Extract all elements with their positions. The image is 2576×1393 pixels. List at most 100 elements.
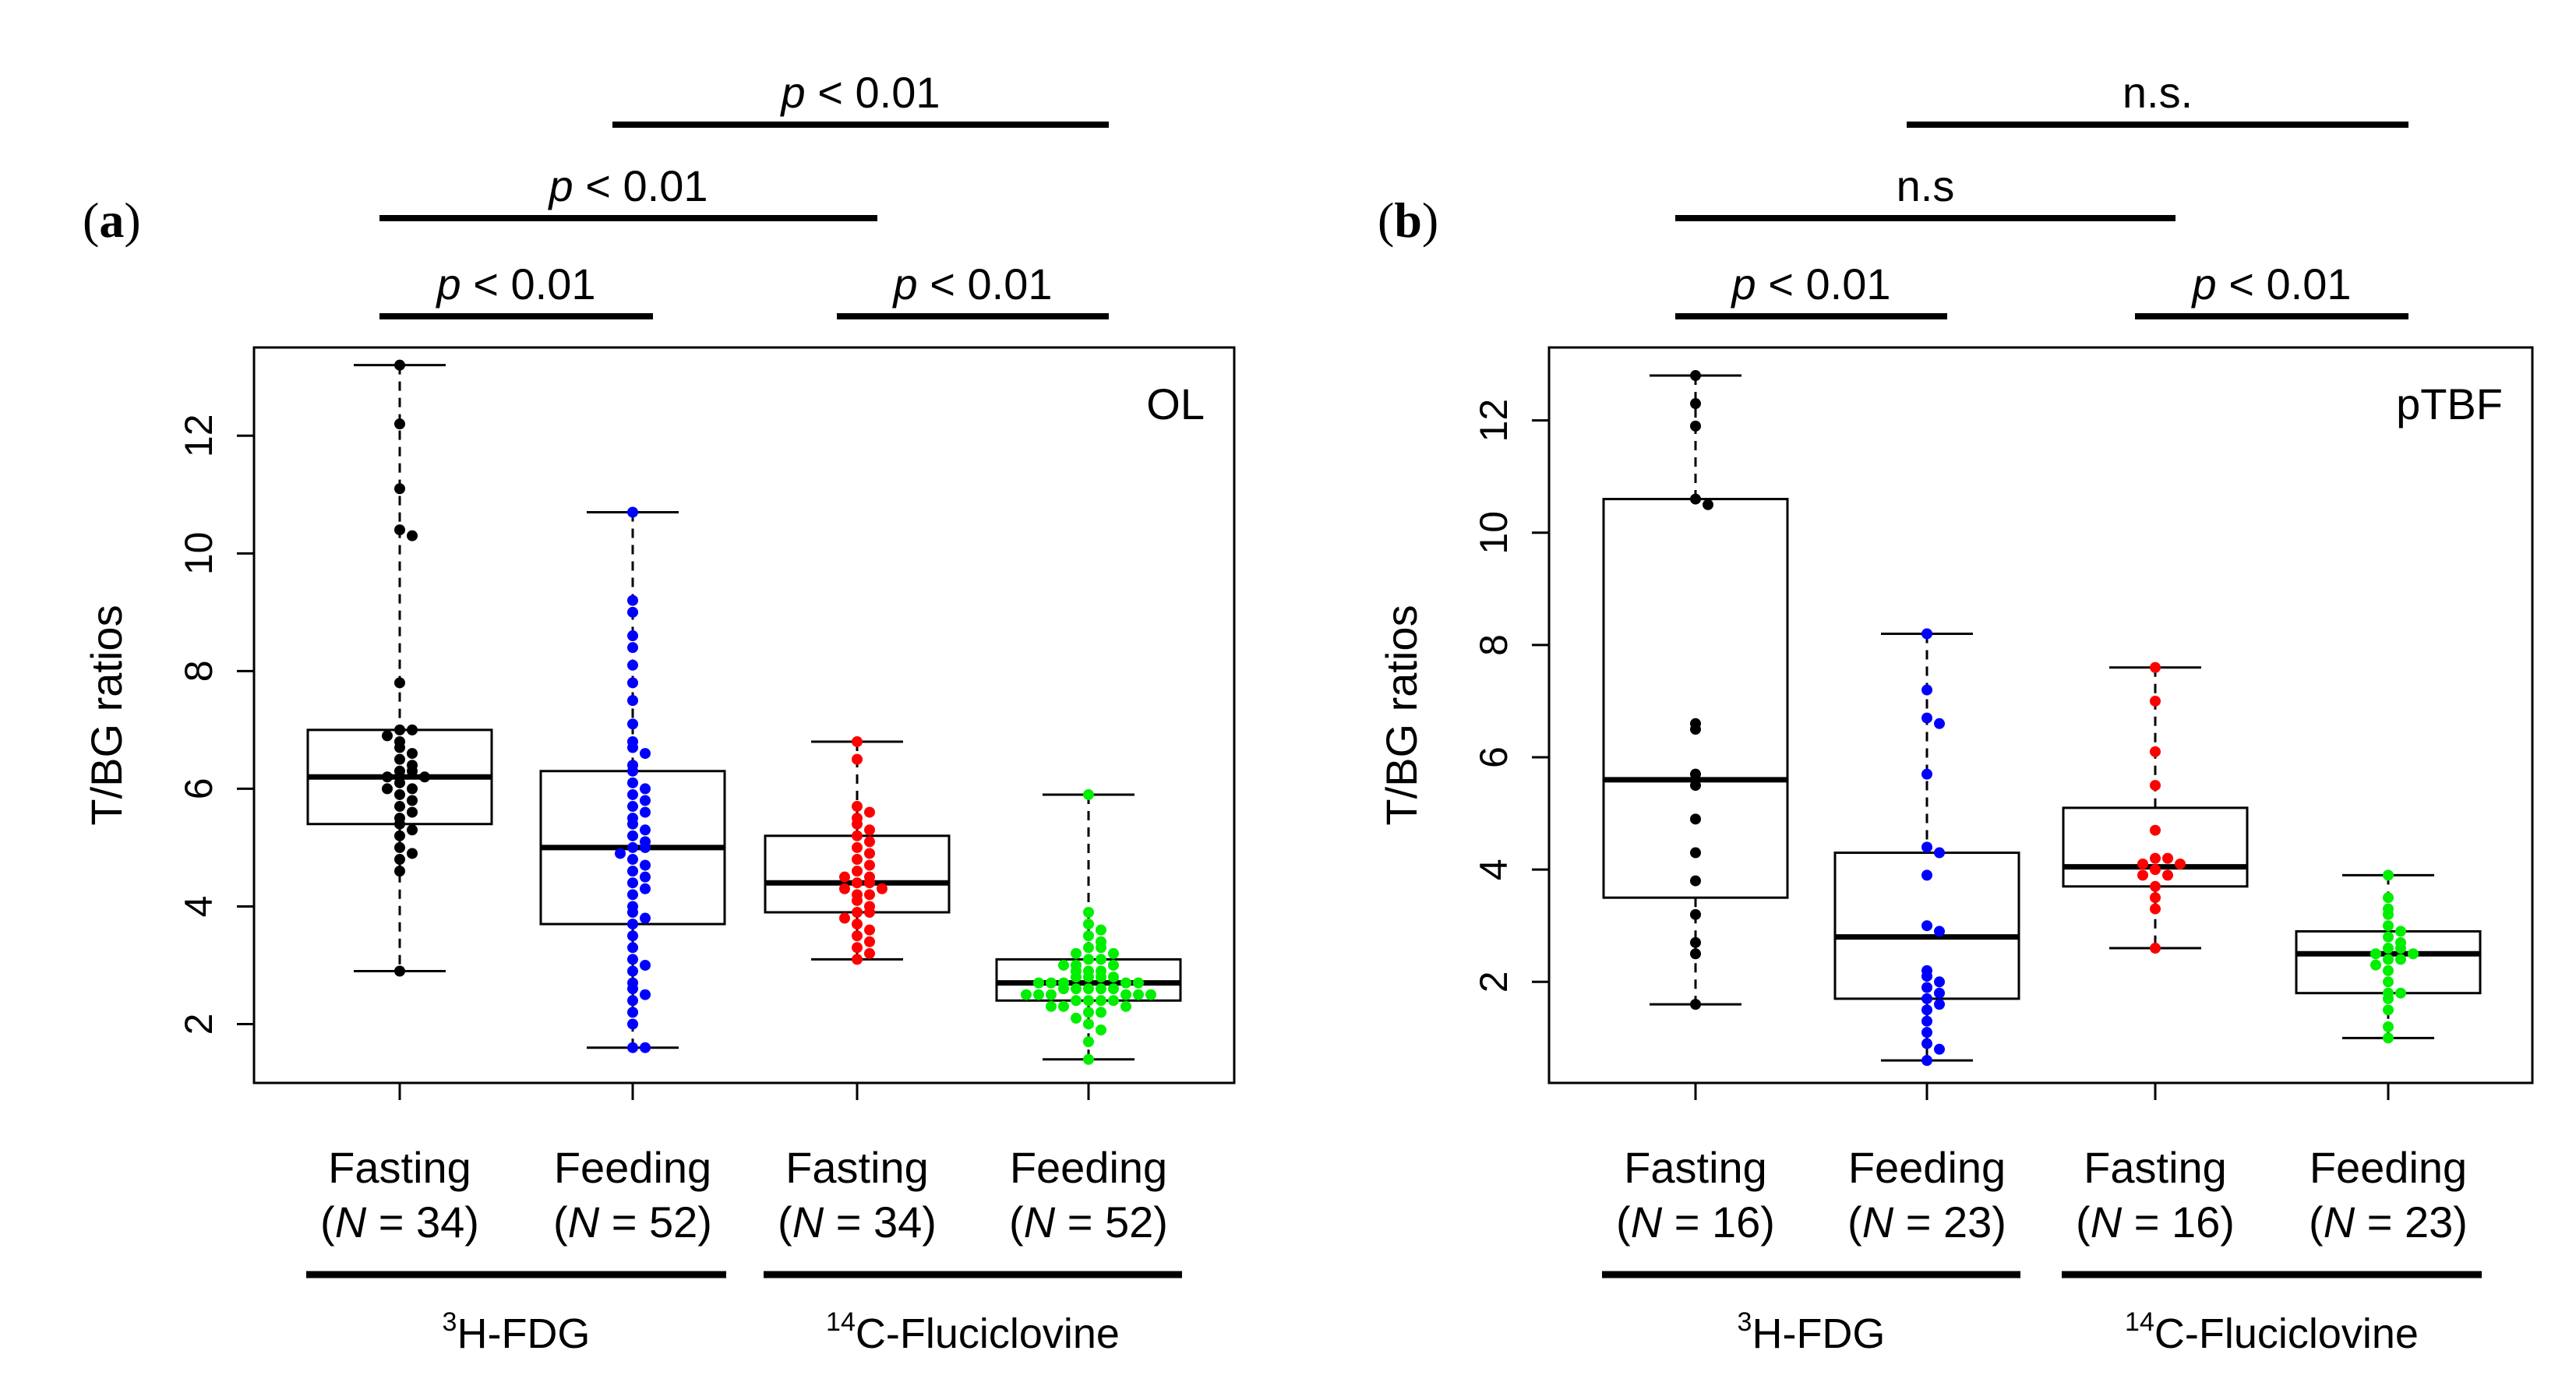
panel-letter-text: a bbox=[99, 192, 124, 248]
data-point bbox=[1096, 1007, 1106, 1018]
data-point bbox=[394, 801, 405, 813]
data-point bbox=[864, 806, 875, 818]
data-point bbox=[1934, 987, 1945, 999]
data-point bbox=[2383, 1032, 2394, 1044]
data-point bbox=[1690, 875, 1701, 887]
box-group bbox=[1602, 370, 1789, 1010]
box-group bbox=[539, 506, 726, 1053]
significance-text: < 0.01 bbox=[1756, 259, 1891, 309]
group-n-value: 16 bbox=[1712, 1197, 1760, 1247]
y-axis-label: T/BG ratios bbox=[1377, 605, 1426, 825]
group-n-equals: = bbox=[599, 1197, 649, 1247]
group-n-equals: = bbox=[1662, 1197, 1712, 1247]
significance-text: n.s bbox=[1897, 161, 1955, 210]
data-point bbox=[852, 906, 863, 918]
data-point bbox=[419, 771, 430, 783]
data-point bbox=[1083, 972, 1094, 983]
data-point bbox=[852, 954, 863, 965]
tracer-label-sup: 14 bbox=[826, 1307, 856, 1337]
data-point bbox=[394, 724, 405, 735]
data-point bbox=[627, 506, 638, 518]
data-point bbox=[864, 836, 875, 848]
data-point bbox=[2383, 1004, 2394, 1016]
panel-letter-paren-close: ) bbox=[1422, 192, 1438, 248]
data-point bbox=[394, 753, 405, 765]
data-point bbox=[2150, 864, 2161, 876]
group-n-paren-close: ) bbox=[1153, 1197, 1168, 1247]
data-point bbox=[1921, 1038, 1932, 1049]
y-axis-label: T/BG ratios bbox=[82, 605, 131, 825]
data-point bbox=[852, 735, 863, 747]
data-point bbox=[1690, 420, 1701, 432]
significance-text: < 0.01 bbox=[806, 68, 940, 117]
data-point bbox=[1133, 989, 1144, 1000]
data-point bbox=[1120, 977, 1131, 989]
y-tick-label: 12 bbox=[177, 414, 221, 457]
data-point bbox=[1921, 920, 1932, 932]
data-point bbox=[640, 783, 651, 795]
data-point bbox=[1021, 989, 1032, 1000]
tracer-label-sup: 3 bbox=[1738, 1307, 1752, 1337]
data-point bbox=[852, 894, 863, 906]
data-point bbox=[1690, 936, 1701, 948]
significance-label: p < 0.01 bbox=[1731, 259, 1891, 309]
data-point bbox=[1921, 1027, 1932, 1039]
tracer-label: 3H-FDG bbox=[1738, 1307, 1886, 1357]
data-point bbox=[2383, 920, 2394, 932]
data-point bbox=[394, 777, 405, 788]
data-point bbox=[627, 1018, 638, 1030]
box-group bbox=[995, 788, 1182, 1065]
panel-title: OL bbox=[1146, 379, 1205, 428]
data-point bbox=[1921, 841, 1932, 853]
data-point bbox=[627, 906, 638, 918]
data-point bbox=[1690, 780, 1701, 792]
data-point bbox=[394, 965, 405, 977]
data-point bbox=[2150, 943, 2161, 954]
data-point bbox=[1071, 995, 1082, 1007]
significance-label: n.s. bbox=[2123, 68, 2193, 117]
group-n-label: (N = 52) bbox=[553, 1197, 712, 1247]
group-n-label: (N = 16) bbox=[2076, 1197, 2235, 1247]
data-point bbox=[852, 930, 863, 942]
data-point bbox=[2150, 695, 2161, 707]
data-point bbox=[864, 824, 875, 836]
data-point bbox=[1921, 869, 1932, 881]
group-n-value: 23 bbox=[2405, 1197, 2453, 1247]
box-group bbox=[1833, 628, 2020, 1067]
data-point bbox=[839, 871, 850, 883]
group-n-paren-close: ) bbox=[1760, 1197, 1775, 1247]
data-point bbox=[1108, 972, 1119, 983]
data-point bbox=[2175, 858, 2186, 869]
data-point bbox=[1690, 398, 1701, 410]
data-point bbox=[640, 795, 651, 806]
panel-letter-paren-close: ) bbox=[124, 192, 140, 248]
data-point bbox=[1083, 906, 1094, 918]
group-n-paren-close: ) bbox=[2220, 1197, 2235, 1247]
group-label: Fasting bbox=[1624, 1143, 1767, 1192]
data-point bbox=[394, 524, 405, 536]
tracer-label-text: C-Fluciclovine bbox=[2154, 1310, 2419, 1357]
group-n-equals: = bbox=[1893, 1197, 1943, 1247]
data-point bbox=[2162, 869, 2173, 881]
panel-letter-paren-open: ( bbox=[1378, 192, 1394, 248]
group-n-symbol: N bbox=[2324, 1197, 2355, 1247]
tracer-label: 3H-FDG bbox=[443, 1307, 591, 1357]
data-point bbox=[2370, 959, 2381, 971]
data-point bbox=[864, 947, 875, 959]
data-point bbox=[382, 771, 393, 783]
data-point bbox=[852, 866, 863, 877]
data-point bbox=[394, 854, 405, 866]
data-point bbox=[839, 883, 850, 894]
data-point bbox=[2383, 892, 2394, 904]
group-n-value: 52 bbox=[649, 1197, 697, 1247]
data-point bbox=[1934, 847, 1945, 859]
data-point bbox=[1108, 995, 1119, 1007]
data-point bbox=[2383, 965, 2394, 976]
data-point bbox=[1096, 1024, 1106, 1036]
data-point bbox=[627, 983, 638, 995]
data-point bbox=[1120, 1000, 1131, 1012]
data-point bbox=[640, 824, 651, 836]
group-label: Fasting bbox=[2084, 1143, 2227, 1192]
data-point bbox=[1096, 995, 1106, 1007]
data-point bbox=[2395, 954, 2406, 965]
